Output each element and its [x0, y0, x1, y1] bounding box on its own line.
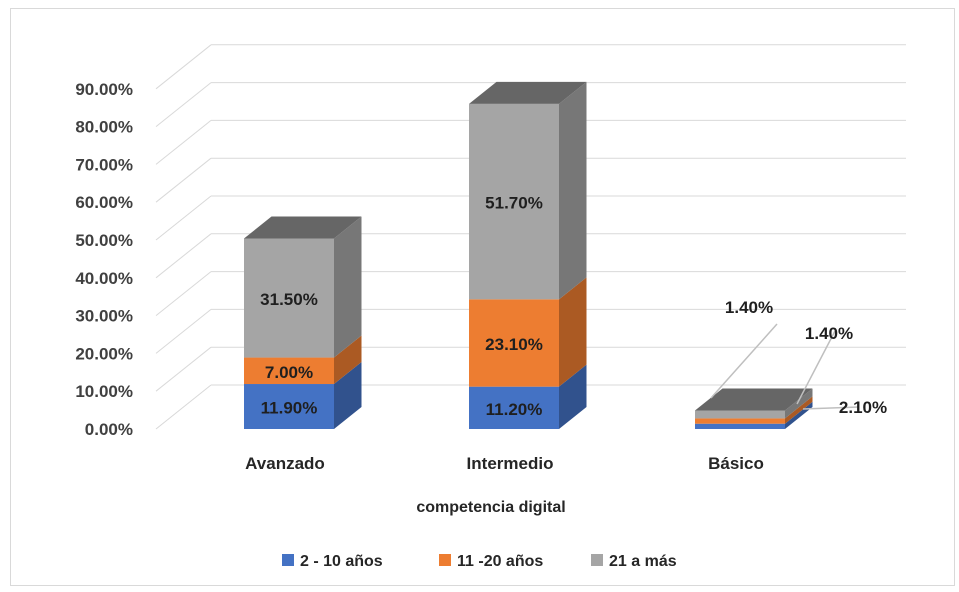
leader-lines: [710, 323, 860, 410]
gridline-diagonal: [155, 309, 212, 354]
bar-side: [334, 335, 362, 385]
bar-side: [334, 216, 362, 358]
y-axis-ticks: 0.00% 10.00% 20.00% 30.00% 40.00% 50.00% 60.00…: [75, 80, 133, 439]
gridline-diagonal: [155, 346, 212, 392]
bar-front: [244, 384, 334, 429]
gridline-diagonal: [155, 44, 212, 90]
legend-item: 11 -20 años: [439, 553, 543, 570]
y-tick-label: 70.00%: [75, 155, 133, 174]
y-tick-label: 40.00%: [75, 269, 133, 288]
gridline-diagonal: [155, 233, 212, 279]
gridline-diagonal: [155, 384, 212, 430]
bar-front: [695, 410, 785, 419]
y-tick-label: 30.00%: [75, 307, 133, 326]
x-category-label: Intermedio: [467, 454, 554, 473]
x-category-label: Avanzado: [245, 454, 325, 473]
bar-side: [559, 277, 587, 387]
bar-top: [695, 388, 813, 411]
data-label: 1.40%: [725, 298, 773, 317]
y-tick-label: 60.00%: [75, 193, 133, 212]
bar-segment: [695, 388, 813, 419]
data-label: 51.70%: [485, 194, 543, 213]
chart-svg: 0.00% 10.00% 20.00% 30.00% 40.00% 50.00% 60.00…: [75, 44, 906, 570]
legend-label: 21 a más: [609, 553, 677, 570]
legend-swatch: [591, 554, 603, 566]
legend: 2 - 10 años 11 -20 años 21 a más: [282, 553, 677, 570]
data-label: 23.10%: [485, 335, 543, 354]
data-labels: 11.90% 7.00% 31.50% 11.20% 23.10% 51.70% 1.40%…: [260, 194, 887, 419]
bar-front: [469, 103, 559, 300]
chart-frame: 0.00% 10.00% 20.00% 30.00% 40.00% 50.00% 60.00…: [10, 8, 955, 586]
bar-side: [785, 396, 813, 424]
bar-side: [785, 388, 813, 419]
legend-label: 2 - 10 años: [300, 553, 383, 570]
bar-front: [695, 418, 785, 424]
bar-segment: [695, 396, 813, 424]
leader-line: [802, 406, 860, 410]
gridline-diagonal: [155, 271, 212, 316]
data-label: 2.10%: [839, 398, 887, 417]
bar-side: [559, 81, 587, 300]
bar-front: [695, 423, 785, 429]
data-label: 11.20%: [486, 400, 543, 419]
x-category-label: Básico: [708, 454, 764, 473]
bars: [244, 81, 813, 429]
leader-line: [710, 323, 778, 399]
gridline-diagonal: [155, 157, 212, 203]
legend-swatch: [439, 554, 451, 566]
legend-label: 11 -20 años: [457, 553, 543, 570]
legend-item: 21 a más: [591, 553, 677, 570]
data-label: 7.00%: [265, 363, 313, 382]
bar-top: [244, 216, 362, 239]
bar-top: [469, 81, 587, 104]
bar-segment: [469, 81, 587, 300]
bar-front: [469, 299, 559, 387]
bar-segment: [244, 216, 362, 358]
y-tick-label: 80.00%: [75, 118, 133, 137]
bar-front: [244, 357, 334, 385]
bar-side: [559, 364, 587, 429]
bar-segment: [469, 364, 587, 429]
x-axis-categories: Avanzado Intermedio Básico: [245, 454, 764, 473]
legend-swatch: [282, 554, 294, 566]
y-tick-label: 90.00%: [75, 80, 133, 99]
gridline-diagonal: [155, 120, 212, 165]
x-axis-title: competencia digital: [416, 499, 565, 516]
bar-side: [334, 362, 362, 429]
y-tick-label: 50.00%: [75, 231, 133, 250]
data-label: 11.90%: [261, 399, 318, 418]
y-tick-label: 10.00%: [75, 382, 133, 401]
gridline-diagonal: [155, 195, 212, 241]
bar-segment: [244, 335, 362, 385]
leader-line: [796, 330, 836, 405]
bar-segment: [244, 362, 362, 429]
bar-front: [244, 238, 334, 358]
bar-front: [469, 386, 559, 429]
y-tick-label: 20.00%: [75, 344, 133, 363]
gridline-diagonal: [155, 82, 212, 127]
y-tick-label: 0.00%: [85, 420, 133, 439]
data-label: 1.40%: [805, 324, 853, 343]
bar-segment: [469, 277, 587, 387]
data-label: 31.50%: [260, 290, 318, 309]
legend-item: 2 - 10 años: [282, 553, 383, 570]
